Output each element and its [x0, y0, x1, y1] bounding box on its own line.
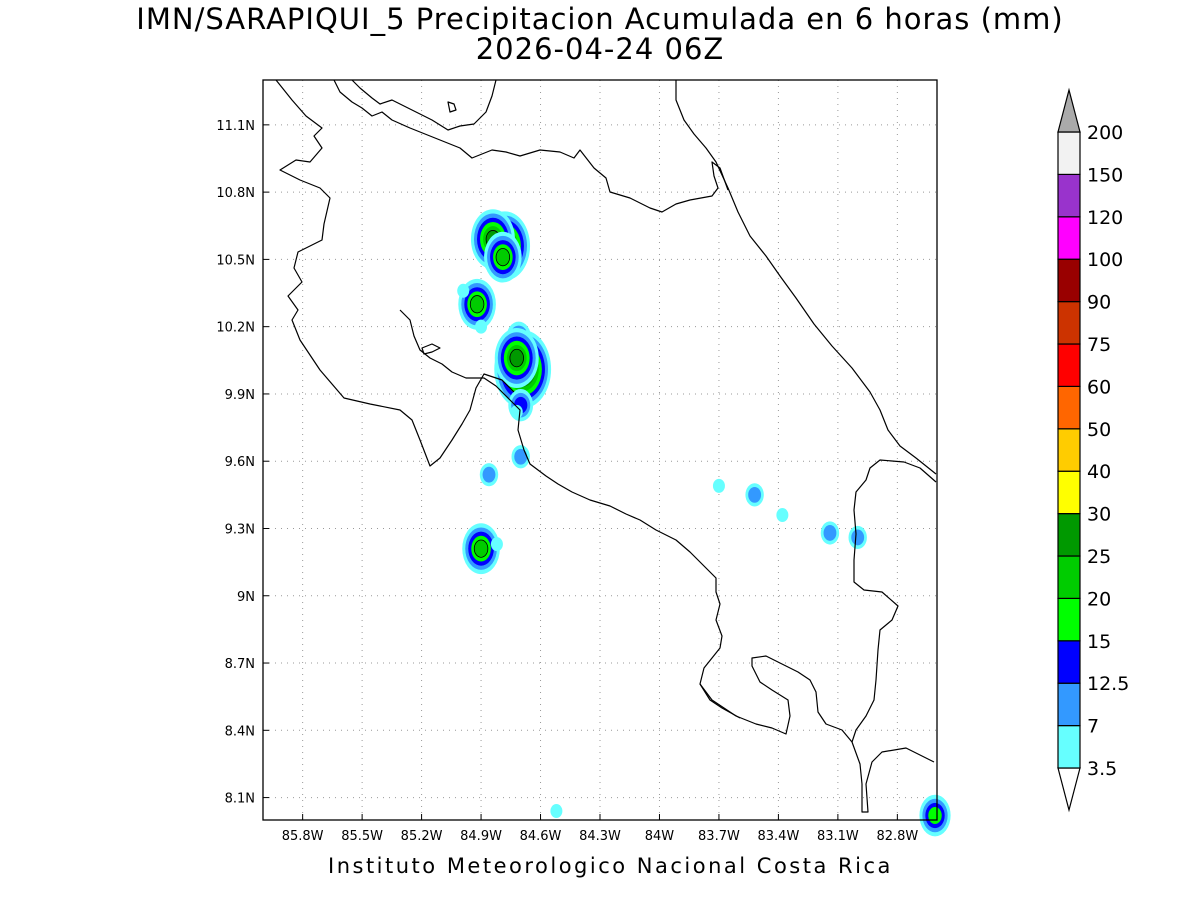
- lon-tick-label: 85.2W: [401, 829, 443, 844]
- colorbar-band: [1057, 470, 1081, 515]
- colorbar-level-label: 120: [1087, 207, 1123, 229]
- colorbar-band: [1057, 555, 1081, 600]
- latitude-labels: 11.1N 10.8N 10.5N 10.2N 9.9N 9.6N 9.3N 9N 8.7N 8.…: [216, 119, 255, 807]
- colorbar-level-label: 7: [1087, 716, 1099, 738]
- lat-tick-label: 9.6N: [225, 455, 255, 470]
- colorbar-level-label: 3.5: [1087, 758, 1117, 780]
- colorbar-band: [1057, 597, 1081, 642]
- precip-contour: [851, 529, 865, 546]
- lon-tick-label: 85.8W: [282, 829, 324, 844]
- colorbar-band: [1057, 131, 1081, 176]
- colorbar-band: [1057, 428, 1081, 472]
- lat-tick-label: 9.3N: [225, 522, 255, 537]
- colorbar-band: [1057, 724, 1081, 769]
- colorbar-level-label: 100: [1087, 249, 1123, 271]
- lon-tick-label: 83.4W: [758, 829, 800, 844]
- lon-tick-label: 84.3W: [579, 829, 621, 844]
- precipitation-contours: [457, 209, 951, 837]
- lon-tick-label: 84.9W: [460, 829, 502, 844]
- lat-tick-label: 11.1N: [216, 119, 255, 134]
- longitude-labels: 85.8W 85.5W 85.2W 84.9W 84.6W 84.3W 84W 83.7W 83…: [282, 829, 919, 844]
- colorbar-level-label: 75: [1087, 334, 1111, 356]
- colorbar-band: [1057, 258, 1081, 303]
- nicoya-island: [421, 343, 441, 355]
- lon-tick-label: 84W: [645, 829, 675, 844]
- panama-border: [851, 459, 937, 743]
- colorbar-band: [1057, 682, 1081, 727]
- lon-tick-label: 83.7W: [698, 829, 740, 844]
- caribbean-coast: [675, 80, 937, 475]
- lon-tick-label: 82.8W: [876, 829, 918, 844]
- precip-contour: [928, 806, 942, 825]
- lon-tick-label: 84.6W: [520, 829, 562, 844]
- osa-peninsula: [699, 683, 741, 719]
- colorbar-level-label: 50: [1087, 419, 1111, 441]
- lat-tick-label: 8.4N: [225, 724, 255, 739]
- lat-tick-label: 8.1N: [225, 792, 255, 807]
- map-date: 2026-04-24 06Z: [475, 32, 725, 66]
- precip-contour: [495, 248, 511, 267]
- precip-contour: [776, 508, 789, 523]
- lat-tick-label: 8.7N: [225, 657, 255, 672]
- precip-contour: [550, 804, 563, 819]
- lat-tick-label: 10.5N: [216, 253, 255, 268]
- colorbar-legend: 3.5 7 12.5 15 20 25 30 40 50 60 75 90 100 120 150 200: [1057, 87, 1129, 813]
- lon-tick-label: 85.5W: [341, 829, 383, 844]
- colorbar-level-label: 30: [1087, 504, 1111, 526]
- footer-credit: Instituto Meteorologico Nacional Costa R…: [328, 854, 893, 878]
- colorbar-band: [1057, 512, 1081, 557]
- lat-tick-label: 9N: [237, 590, 255, 605]
- border-nicaragua: [333, 79, 729, 213]
- colorbar-band: [1057, 640, 1081, 684]
- precip-contour: [457, 283, 470, 298]
- lat-tick-label: 10.2N: [216, 321, 255, 336]
- colorbar-band: [1057, 216, 1081, 260]
- lake-island: [447, 101, 457, 113]
- coastline: [275, 79, 937, 813]
- lon-tick-label: 83.1W: [817, 829, 859, 844]
- precip-contour: [490, 537, 503, 552]
- colorbar-under-arrow: [1057, 767, 1081, 813]
- colorbar-level-label: 12.5: [1087, 673, 1129, 695]
- colorbar-over-arrow: [1057, 87, 1081, 133]
- colorbar-level-label: 150: [1087, 164, 1123, 186]
- nicaragua-lake-shore: [275, 79, 515, 467]
- lat-tick-label: 9.9N: [225, 388, 255, 403]
- map-frame: [262, 79, 938, 821]
- colorbar-level-label: 40: [1087, 461, 1111, 483]
- graticule: [263, 80, 937, 820]
- colorbar-level-label: 15: [1087, 631, 1111, 653]
- colorbar-level-label: 60: [1087, 376, 1111, 398]
- colorbar-band: [1057, 385, 1081, 430]
- colorbar-band: [1057, 301, 1081, 345]
- colorbar-level-label: 200: [1087, 122, 1123, 144]
- precip-contour: [823, 525, 837, 541]
- nicoya-gulf-shore: [399, 309, 935, 813]
- colorbar-band: [1057, 343, 1081, 388]
- lat-tick-label: 10.8N: [216, 186, 255, 201]
- precip-contour: [514, 448, 528, 465]
- precip-contour: [473, 539, 489, 558]
- map-title: IMN/SARAPIQUI_5 Precipitacion Acumulada …: [136, 2, 1064, 36]
- precip-contour: [475, 319, 488, 334]
- colorbar-level-label: 90: [1087, 292, 1111, 314]
- precip-contour: [482, 466, 496, 483]
- precip-contour: [469, 295, 485, 314]
- nicaragua-lake: [351, 79, 497, 131]
- colorbar-band: [1057, 173, 1081, 218]
- colorbar-level-label: 25: [1087, 546, 1111, 568]
- precip-contour: [712, 478, 725, 493]
- precip-contour: [509, 348, 524, 368]
- precip-contour: [748, 486, 762, 503]
- colorbar-level-label: 20: [1087, 588, 1111, 610]
